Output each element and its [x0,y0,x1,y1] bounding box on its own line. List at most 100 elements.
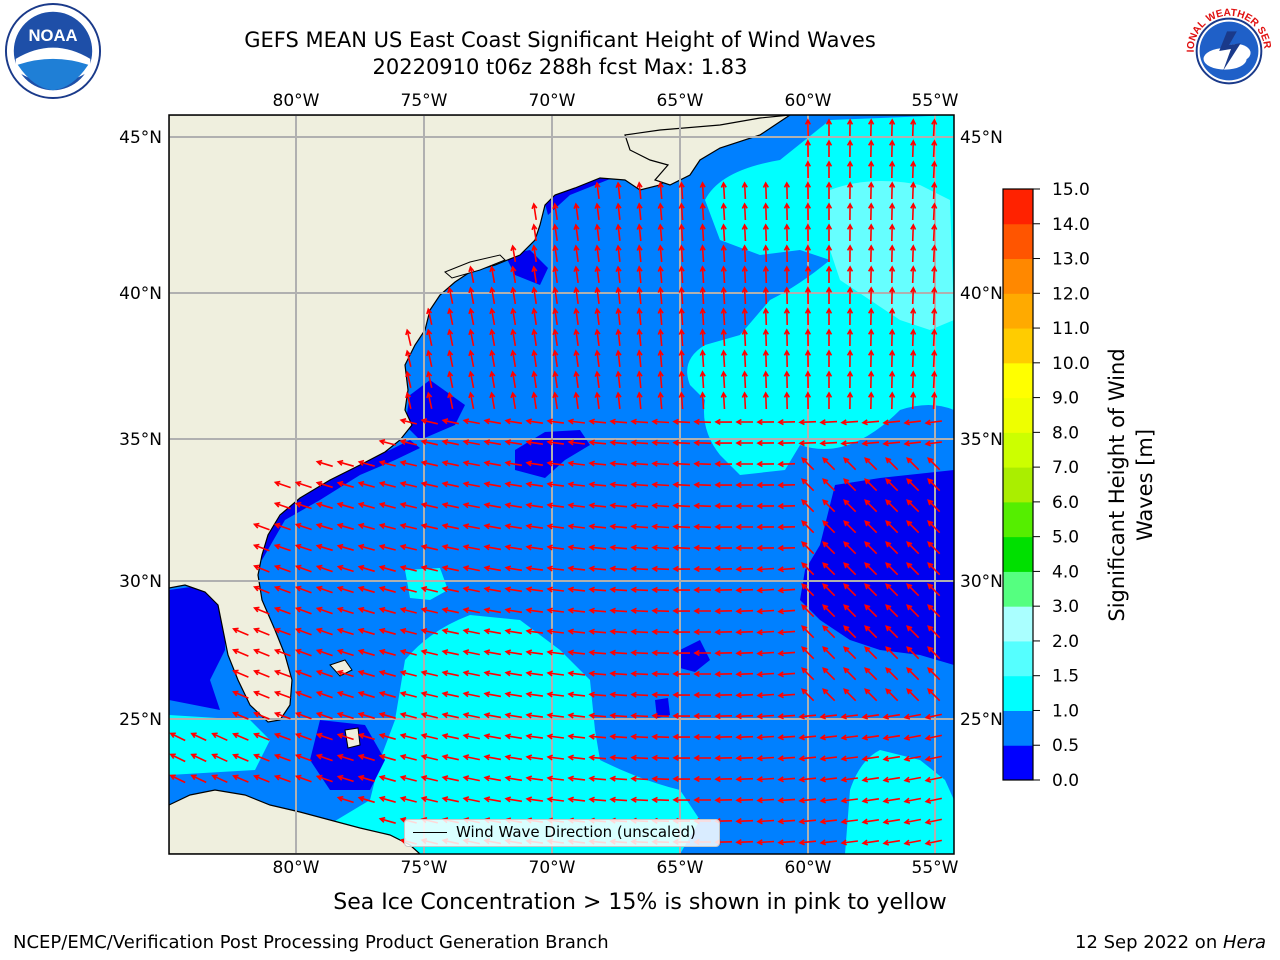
wave-direction-arrow [693,628,711,636]
land-cuba [169,789,421,854]
wave-direction-arrow [801,541,815,555]
wave-direction-arrow [819,797,837,804]
wave-direction-arrow [651,607,670,614]
wave-direction-arrow [357,564,375,573]
wave-direction-arrow [714,797,733,804]
colorbar-frame [1002,188,1034,781]
wave-direction-arrow [468,370,475,389]
wave-direction-arrow [525,628,544,635]
wave-direction-arrow [462,502,480,509]
wave-direction-arrow [672,439,691,446]
wave-direction-arrow [783,391,790,410]
wave-direction-arrow [399,670,417,677]
wave-direction-arrow [315,543,333,552]
wave-direction-arrow [504,481,523,488]
wave-direction-arrow [720,244,727,263]
wave-direction-arrow [735,734,754,741]
wave-direction-arrow [699,286,706,305]
wave-direction-arrow [546,481,565,488]
wave-direction-arrow [294,669,312,678]
lat-label-right: 25°N [960,710,1003,730]
wave-direction-arrow [609,733,628,740]
wave-direction-arrow [783,202,790,221]
wave-direction-arrow [804,202,812,221]
wave-direction-arrow [657,181,664,200]
wave-direction-arrow [927,667,941,681]
wave-direction-arrow [441,775,459,782]
wave-direction-arrow [510,349,517,368]
wave-direction-arrow [615,391,622,409]
wave-direction-arrow [531,265,538,284]
wave-direction-arrow [567,670,586,677]
wave-direction-arrow [843,541,857,555]
wave-direction-arrow [777,755,796,762]
wave-direction-arrow [699,181,706,200]
wave-direction-arrow [447,370,454,388]
wave-direction-arrow [720,202,727,221]
wave-direction-arrow [405,370,412,388]
wave-direction-arrow [399,628,417,635]
wave-direction-arrow [483,775,502,782]
wave-direction-arrow [588,712,607,719]
wave-direction-arrow [468,286,475,305]
wave-direction-arrow [405,349,412,367]
lon-label-top: 60°W [785,91,832,111]
wave-direction-arrow [927,604,941,618]
wave-direction-arrow [462,460,480,467]
wave-direction-arrow [906,562,920,576]
wave-direction-arrow [657,244,664,263]
wave-direction-arrow [441,439,459,446]
wave-direction-arrow [336,648,354,657]
wave-direction-arrow [906,625,920,639]
wave-direction-arrow [630,796,649,803]
wave-direction-arrow [756,713,775,720]
land-long-island [444,254,506,279]
wave-direction-arrow [468,328,475,347]
wave-direction-arrow [546,439,565,446]
wave-direction-arrow [777,839,796,846]
wave-direction-arrow [573,328,580,347]
wave-direction-arrow [819,776,837,783]
wave-direction-arrow [924,839,942,846]
wave-direction-arrow [378,544,396,551]
wave-direction-arrow [657,328,664,347]
wave-direction-arrow [636,265,643,284]
wave-direction-arrow [630,691,649,698]
wave-direction-arrow [868,286,875,305]
wave-direction-arrow [762,265,769,284]
colorbar-label-line2: Waves [m] [1133,429,1157,541]
wave-direction-arrow [483,502,502,509]
wave-direction-arrow [504,502,523,509]
wave-direction-arrow [525,691,544,698]
wave-direction-arrow [462,670,480,677]
wave-direction-arrow [357,753,375,762]
wave-direction-arrow [630,649,649,656]
wave-direction-arrow [525,544,544,551]
wave-direction-arrow [825,286,833,304]
wave-direction-arrow [420,775,438,782]
wave-direction-arrow [868,139,875,158]
wave-direction-arrow [525,502,544,509]
wave-direction-arrow [927,520,941,534]
wave-direction-arrow [846,370,854,389]
wave-direction-arrow [378,669,396,677]
wave-direction-arrow [573,202,580,221]
wave-direction-arrow [468,307,475,326]
wave-direction-arrow [825,244,833,262]
wave-direction-arrow [741,349,748,368]
colorbar-tick-label: 13.0 [1052,250,1090,270]
wave-direction-arrow [693,523,712,530]
wave-direction-arrow [378,502,396,509]
wave-direction-arrow [615,307,622,325]
lon-label-bottom: 80°W [273,858,320,878]
wave-direction-arrow [735,502,753,510]
wave-direction-arrow [232,753,249,762]
wave-direction-arrow [630,544,649,551]
wave-direction-arrow [546,649,565,656]
colorbar-tick-label: 9.0 [1052,389,1079,409]
wave-direction-arrow [672,733,691,741]
wave-direction-arrow [441,460,459,467]
wave-direction-arrow [756,671,775,678]
wave-direction-arrow [294,543,312,552]
wave-direction-arrow [927,541,941,555]
